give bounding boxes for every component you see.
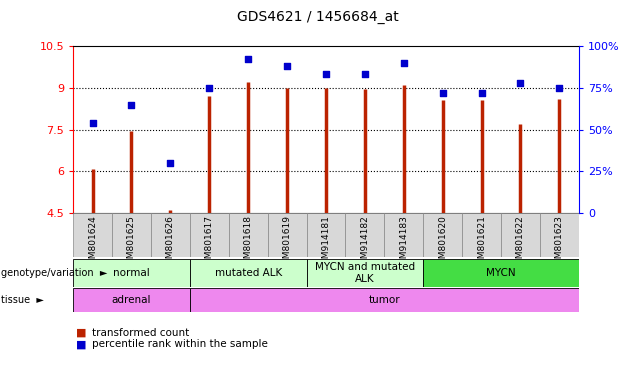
Text: GSM801626: GSM801626	[166, 215, 175, 270]
Bar	[73, 288, 190, 312]
Text: adrenal: adrenal	[112, 295, 151, 305]
Text: genotype/variation  ►: genotype/variation ►	[1, 268, 107, 278]
Text: GSM801618: GSM801618	[244, 215, 252, 270]
Text: GSM801617: GSM801617	[205, 215, 214, 270]
Bar	[462, 213, 501, 257]
Point	[165, 160, 176, 166]
Text: GSM801620: GSM801620	[438, 215, 447, 270]
Text: GSM801621: GSM801621	[477, 215, 486, 270]
Text: tumor: tumor	[368, 295, 400, 305]
Point	[360, 71, 370, 78]
Text: GDS4621 / 1456684_at: GDS4621 / 1456684_at	[237, 10, 399, 23]
Bar	[384, 213, 423, 257]
Point	[554, 85, 564, 91]
Bar	[307, 213, 345, 257]
Point	[88, 120, 98, 126]
Text: GSM801623: GSM801623	[555, 215, 563, 270]
Text: GSM914181: GSM914181	[321, 215, 331, 270]
Bar	[229, 213, 268, 257]
Bar	[151, 213, 190, 257]
Bar	[501, 213, 540, 257]
Bar	[73, 213, 112, 257]
Text: GSM801619: GSM801619	[282, 215, 291, 270]
Text: GSM801625: GSM801625	[127, 215, 136, 270]
Text: GSM801622: GSM801622	[516, 215, 525, 270]
Text: percentile rank within the sample: percentile rank within the sample	[92, 339, 268, 349]
Bar	[190, 259, 307, 287]
Bar	[112, 213, 151, 257]
Point	[243, 56, 253, 63]
Bar	[540, 213, 579, 257]
Text: GSM914182: GSM914182	[361, 215, 370, 270]
Bar	[423, 213, 462, 257]
Bar	[423, 259, 579, 287]
Point	[399, 60, 409, 66]
Point	[127, 101, 137, 108]
Text: transformed count: transformed count	[92, 328, 190, 338]
Bar	[190, 288, 579, 312]
Text: ■: ■	[76, 339, 87, 349]
Point	[438, 90, 448, 96]
Bar	[268, 213, 307, 257]
Point	[476, 90, 487, 96]
Text: tissue  ►: tissue ►	[1, 295, 44, 305]
Text: GSM801624: GSM801624	[88, 215, 97, 270]
Text: MYCN: MYCN	[486, 268, 516, 278]
Text: ■: ■	[76, 328, 87, 338]
Text: MYCN and mutated
ALK: MYCN and mutated ALK	[315, 262, 415, 284]
Point	[204, 85, 214, 91]
Point	[321, 71, 331, 78]
Bar	[73, 259, 190, 287]
Bar	[190, 213, 229, 257]
Bar	[307, 259, 423, 287]
Bar	[345, 213, 384, 257]
Text: normal: normal	[113, 268, 150, 278]
Text: mutated ALK: mutated ALK	[214, 268, 282, 278]
Point	[282, 63, 292, 69]
Point	[515, 80, 525, 86]
Text: GSM914183: GSM914183	[399, 215, 408, 270]
